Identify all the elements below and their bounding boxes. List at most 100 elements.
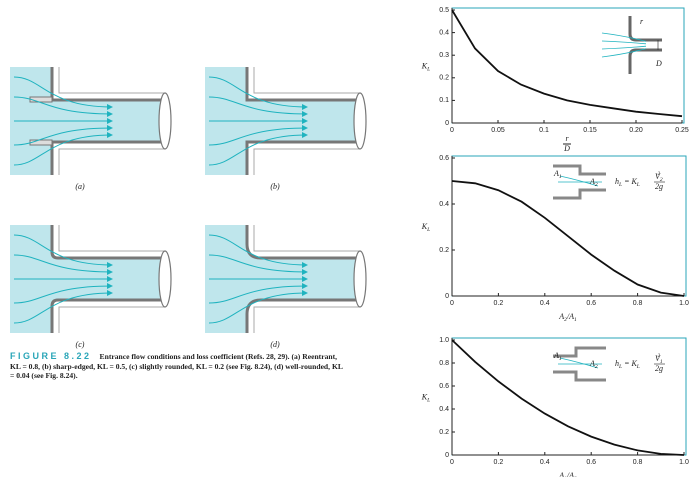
pipe-end	[353, 92, 367, 150]
inset-streamline	[601, 45, 647, 50]
y-tick-label: 0.2	[439, 75, 449, 82]
y-axis-label-part: K	[421, 222, 428, 231]
formula: hL = KL	[615, 177, 640, 188]
y-tick-label: 0.4	[439, 406, 449, 413]
formula-part: h	[615, 359, 619, 368]
panel-label: (d)	[270, 340, 280, 349]
formula-numerator-part: V	[655, 172, 661, 181]
streamline	[13, 76, 113, 110]
curve	[451, 9, 683, 118]
formula-numerator-part: 2	[660, 177, 663, 183]
x-tick-label: 1.0	[679, 300, 689, 307]
caption-text: Entrance flow conditions and loss coeffi…	[10, 352, 343, 380]
wall	[253, 67, 360, 175]
x-tick-label: 1.0	[679, 459, 689, 466]
y-axis-label: KL	[421, 61, 430, 72]
annotation-part: A	[553, 169, 559, 178]
y-axis-label-part: L	[426, 227, 430, 233]
streamline	[13, 96, 113, 117]
x-tick-label: 0.20	[629, 127, 643, 134]
y-tick-label: 0.5	[439, 7, 449, 14]
inset-streamline	[601, 40, 647, 45]
wall	[253, 225, 360, 333]
streamline	[208, 290, 308, 324]
formula-part: = K	[622, 359, 637, 368]
formula-numerator-part: V	[655, 354, 661, 363]
x-axis-label-part: /A	[566, 471, 574, 477]
x-axis-label: A1/A2	[558, 471, 577, 477]
y-axis-label-part: L	[426, 67, 430, 73]
x-tick-label: 0.4	[540, 459, 550, 466]
streamline	[13, 234, 113, 268]
formula-numerator: V12	[655, 354, 663, 365]
streamline	[13, 132, 113, 166]
panel-label: (c)	[76, 340, 85, 349]
formula-denominator: 2g	[655, 182, 663, 191]
streamline	[208, 132, 308, 166]
streamline	[13, 283, 113, 304]
y-tick-label: 0.6	[439, 155, 449, 162]
y-tick-label: 0	[445, 120, 449, 127]
y-tick-label: 0.4	[439, 201, 449, 208]
curve	[451, 339, 685, 456]
streamline	[208, 234, 308, 268]
y-axis-label-part: K	[421, 392, 428, 401]
annotation: D	[655, 59, 662, 68]
x-tick-label: 0	[450, 459, 454, 466]
formula-part: L	[636, 182, 640, 188]
formula-part: h	[615, 177, 619, 186]
inset-streamline	[559, 357, 599, 369]
annotation-part: A	[589, 359, 595, 368]
pipe-end	[353, 250, 367, 308]
y-tick-label: 0.2	[439, 247, 449, 254]
annotation: A2	[589, 359, 598, 370]
annotation-part: 2	[595, 364, 598, 370]
curve	[451, 180, 685, 297]
reentrant-wall	[29, 96, 53, 103]
x-tick-label: 0.2	[494, 459, 504, 466]
streamline	[208, 96, 308, 117]
inset-streamline	[601, 32, 647, 42]
annotation: r	[640, 17, 644, 26]
y-tick-label: 0.2	[439, 429, 449, 436]
annotation-part: 1	[559, 356, 562, 362]
streamline	[13, 254, 113, 275]
streamline	[208, 283, 308, 304]
x-tick-label: 0.4	[540, 300, 550, 307]
y-tick-label: 1.0	[439, 337, 449, 344]
inset-streamline	[601, 48, 647, 58]
y-tick-label: 0.8	[439, 360, 449, 367]
x-tick-label: 0	[450, 300, 454, 307]
annotation: A2	[589, 177, 598, 188]
x-axis-label: D	[563, 144, 570, 153]
formula: hL = KL	[615, 359, 640, 370]
x-tick-label: 0.1	[539, 127, 549, 134]
streamline	[13, 290, 113, 324]
x-axis-label: A2/A1	[558, 312, 577, 323]
annotation: A1	[553, 351, 562, 362]
x-axis-label: r	[565, 134, 569, 143]
y-axis-label-part: L	[426, 398, 430, 404]
x-tick-label: 0.05	[491, 127, 505, 134]
x-axis-label-part: A	[558, 471, 564, 477]
x-axis-label-part: 2	[564, 317, 567, 323]
inset-wall	[628, 16, 662, 74]
y-tick-label: 0.4	[439, 29, 449, 36]
formula-superscript: 2	[658, 354, 661, 359]
x-tick-label: 0	[450, 127, 454, 134]
panel-label: (b)	[270, 182, 280, 191]
y-tick-label: 0	[445, 452, 449, 459]
y-axis-label: KL	[421, 222, 430, 233]
pipe-end	[158, 92, 172, 150]
reentrant-wall	[29, 139, 53, 146]
x-axis-label-part: 1	[574, 317, 577, 323]
y-tick-label: 0	[445, 293, 449, 300]
formula-denominator: 2g	[655, 364, 663, 373]
formula-part: L	[618, 364, 622, 370]
y-axis-label-part: K	[421, 61, 428, 70]
pipe-end	[158, 250, 172, 308]
y-tick-label: 0.3	[439, 52, 449, 59]
formula-numerator: V22	[655, 172, 663, 183]
caption-label: FIGURE 8.22	[10, 351, 92, 361]
